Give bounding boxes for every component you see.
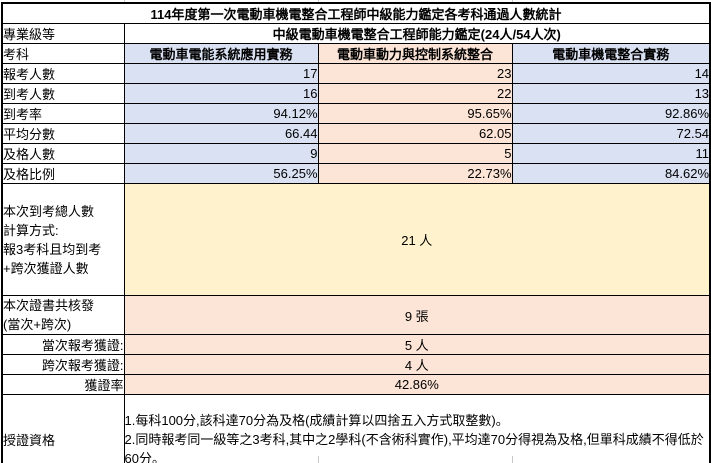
stat-row-attendance-rate: 到考率 94.12% 95.65% 92.86% [1,103,711,124]
qualification-row: 授證資格 1.每科100分,該科達70分為及格(成績計算以四捨五入方式取整數)。… [1,394,711,463]
stat-label: 報考人數 [1,63,125,84]
certificates-issued-value: 9 張 [123,295,711,335]
attendance-calc-row: 本次到考總人數 計算方式: 報3考科且均到考 +跨次獲證人數 21 人 [1,183,711,296]
stat-row-passed: 及格人數 9 5 11 [1,143,711,164]
stat-row-average-score: 平均分數 66.44 62.05 72.54 [1,123,711,144]
cross-session-row: 跨次報考獲證: 4 人 [1,354,711,375]
stat-value: 16 [123,83,319,104]
table-title: 114年度第一次電動車機電整合工程師中級能力鑑定各考科通過人數統計 [1,2,711,24]
gridline-stub [124,0,125,2]
stat-row-pass-rate: 及格比例 56.25% 22.73% 84.62% [1,163,711,184]
stat-value: 14 [511,63,711,84]
subject-header-2: 電動車動力與控制系統整合 [317,43,513,64]
cert-rate-label: 獲證率 [1,374,125,395]
qualification-note-1: 1.每科100分,該科達70分為及格(成績計算以四捨五入方式取整數)。 [124,412,509,428]
stat-label: 及格人數 [1,143,125,164]
stat-value: 62.05 [317,123,513,144]
stat-label: 到考人數 [1,83,125,104]
subject-header-3: 電動車機電整合實務 [511,43,711,64]
stat-row-attended: 到考人數 16 22 13 [1,83,711,104]
stat-value: 13 [511,83,711,104]
stat-value: 23 [317,63,513,84]
stat-label: 平均分數 [1,123,125,144]
level-row: 專業級等 中級電動車機電整合工程師能力鑑定(24人/54人次) [1,23,711,44]
stat-value: 9 [123,143,319,164]
stat-value: 84.62% [511,163,711,184]
stat-label: 到考率 [1,103,125,124]
attendance-calc-label: 本次到考總人數 計算方式: 報3考科且均到考 +跨次獲證人數 [1,183,125,296]
certificates-issued-label: 本次證書共核發 (當次+跨次) [1,295,125,335]
cert-rate-value: 42.86% [123,374,711,395]
qualification-notes: 1.每科100分,該科達70分為及格(成績計算以四捨五入方式取整數)。 2.同時… [123,394,711,463]
certificates-issued-row: 本次證書共核發 (當次+跨次) 9 張 [1,295,711,335]
level-value: 中級電動車機電整合工程師能力鑑定(24人/54人次) [123,23,711,44]
qualification-label: 授證資格 [1,394,125,463]
current-session-value: 5 人 [123,334,711,355]
cross-session-label: 跨次報考獲證: [1,354,125,375]
qualification-note-2: 2.同時報考同一級等之3考科,其中之2學科(不含術科實作),平均達70分得視為及… [124,431,704,463]
cert-rate-row: 獲證率 42.86% [1,374,711,395]
title-row: 114年度第一次電動車機電整合工程師中級能力鑑定各考科通過人數統計 [1,2,711,24]
stat-row-registered: 報考人數 17 23 14 [1,63,711,84]
stat-value: 11 [511,143,711,164]
gridline-stub [318,0,319,2]
stat-value: 56.25% [123,163,319,184]
stat-value: 95.65% [317,103,513,124]
stat-value: 5 [317,143,513,164]
subjects-label: 考科 [1,43,125,64]
current-session-row: 當次報考獲證: 5 人 [1,334,711,355]
stat-value: 94.12% [123,103,319,124]
stat-value: 22 [317,83,513,104]
stat-value: 66.44 [123,123,319,144]
subjects-header-row: 考科 電動車電能系統應用實務 電動車動力與控制系統整合 電動車機電整合實務 [1,43,711,64]
stat-label: 及格比例 [1,163,125,184]
gridline-stub [512,0,513,2]
stat-value: 92.86% [511,103,711,124]
cross-session-value: 4 人 [123,354,711,375]
current-session-label: 當次報考獲證: [1,334,125,355]
attendance-calc-value: 21 人 [123,183,711,296]
stat-value: 17 [123,63,319,84]
stat-value: 22.73% [317,163,513,184]
level-label: 專業級等 [1,23,125,44]
stat-value: 72.54 [511,123,711,144]
subject-header-1: 電動車電能系統應用實務 [123,43,319,64]
